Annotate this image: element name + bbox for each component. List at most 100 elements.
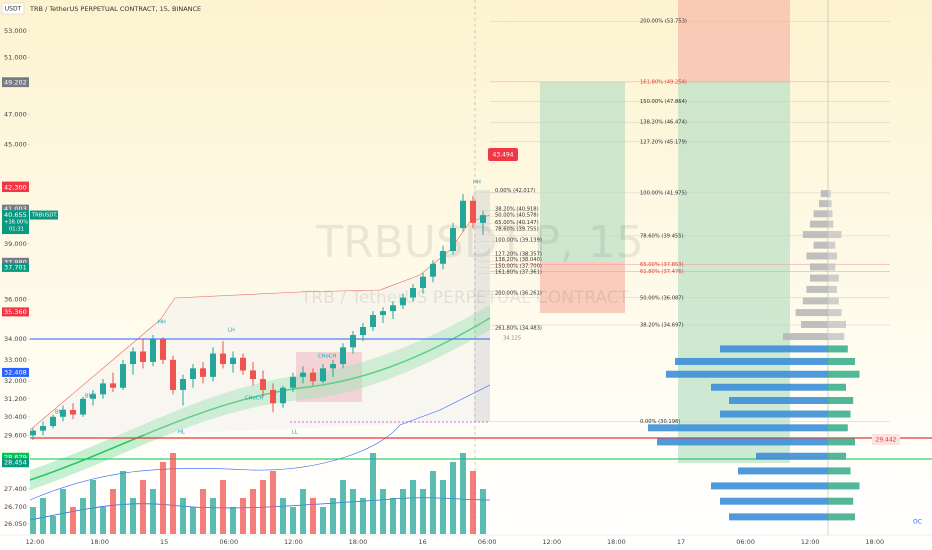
x-tick-label: 06:00 [478,538,497,546]
volume-bar [410,480,416,534]
volume-bar [340,480,346,534]
profile-bar [720,410,828,418]
annotation: CHoCH [245,396,263,402]
target-zone [678,82,790,463]
volume-bar [400,489,406,534]
y-tick-label: 39.000 [4,240,27,248]
volume-bar [430,471,436,534]
y-tick-label: 29.600 [4,431,27,439]
volume-bar [470,471,476,534]
price-badge-label: 49.202 [4,79,27,87]
x-tick-label: 16 [418,538,426,546]
y-tick-label: 32.000 [4,377,27,385]
candle-body [220,353,226,365]
candle-body [280,387,286,404]
candle-body [40,426,46,431]
x-tick-label: 06:00 [219,538,238,546]
price-badge [2,458,29,468]
profile-bar [828,200,832,208]
y-tick-label: 45.000 [4,141,27,149]
price-badge [2,78,29,88]
profile-bar [828,482,860,490]
profile-bar [828,438,855,446]
price-badge-label: 28.679 [4,453,27,461]
currency[interactable]: USDT [5,6,22,13]
profile-bar [806,252,828,260]
volume-bar [120,471,126,534]
profile-bar [828,285,837,293]
profile-bar [738,467,828,475]
callout [488,148,518,161]
candle-body [230,357,236,365]
symbol: TRBUSDT.P [31,213,61,219]
profile-bar [666,370,828,378]
candle-body [130,351,136,365]
profile-bar [729,513,828,521]
fib-label: 78.60% (39.755) [495,227,539,233]
candle-body [270,389,276,404]
x-tick-label: 18:00 [607,538,626,546]
watermark: TRBUSDT.P, 15 [315,217,644,268]
volume-bar [170,453,176,534]
x-tick-label: 15 [160,538,168,546]
symbol-badge [30,210,58,220]
candle-body [300,372,306,377]
candle-body [460,200,466,229]
volume-bar [130,498,136,534]
profile-bar [828,397,854,405]
candle-body [180,379,186,390]
candle-body [240,357,246,371]
price-badge [2,204,29,214]
profile-bar [810,263,828,271]
poc-label: 29.442 [876,437,897,444]
callout-label: 43.494 [493,152,514,159]
profile-bar [810,220,828,228]
target-zone [540,82,625,262]
candle-body [210,353,216,377]
y-tick-label: 47.000 [4,110,27,118]
lower-line [29,384,491,501]
price-badge [2,452,29,462]
candle-body [120,364,126,388]
annotation: OC [913,519,922,526]
price-badge [2,307,29,317]
candle-body [430,263,436,277]
profile-bar [711,482,828,490]
fib-label: 50.00% (36.087) [640,295,684,301]
profile-bar [828,345,848,353]
x-tick-label: 12:00 [26,538,45,546]
currency-badge[interactable] [1,2,25,15]
profile-bar [756,452,828,460]
volume-bar [180,498,186,534]
volume-bar [280,498,286,534]
profile-bar [813,210,828,218]
candle-body [390,305,396,312]
volume-bar [230,507,236,534]
candle-body [330,364,336,369]
price-badge [2,262,29,272]
fib-label: 0.00% (42.017) [495,188,535,194]
candle-body [100,383,106,395]
candle-body [360,326,366,336]
x-tick-label: 12:00 [284,538,303,546]
profile-bar [648,424,828,432]
price-badge-label: 35.360 [4,308,27,316]
fib-label: 100.00% (41.975) [640,190,687,196]
price-badge [2,183,29,193]
annotation: HH [158,320,166,326]
volume-bar [350,489,356,534]
candle-body [350,335,356,348]
profile-bar [828,220,834,228]
candle-body [260,379,266,390]
candle-body [480,215,486,223]
annotation: LH [228,328,235,334]
price-badge-label: 32.408 [4,368,27,376]
candle-body [440,251,446,264]
countdown: 01:31 [9,227,24,233]
candle-body [30,430,36,436]
price-badge-label: 41.003 [4,205,27,213]
last-price-badge [2,210,29,235]
profile-bar [828,513,855,521]
annotation: CHoCH [318,354,336,360]
volume-bar [190,507,196,534]
